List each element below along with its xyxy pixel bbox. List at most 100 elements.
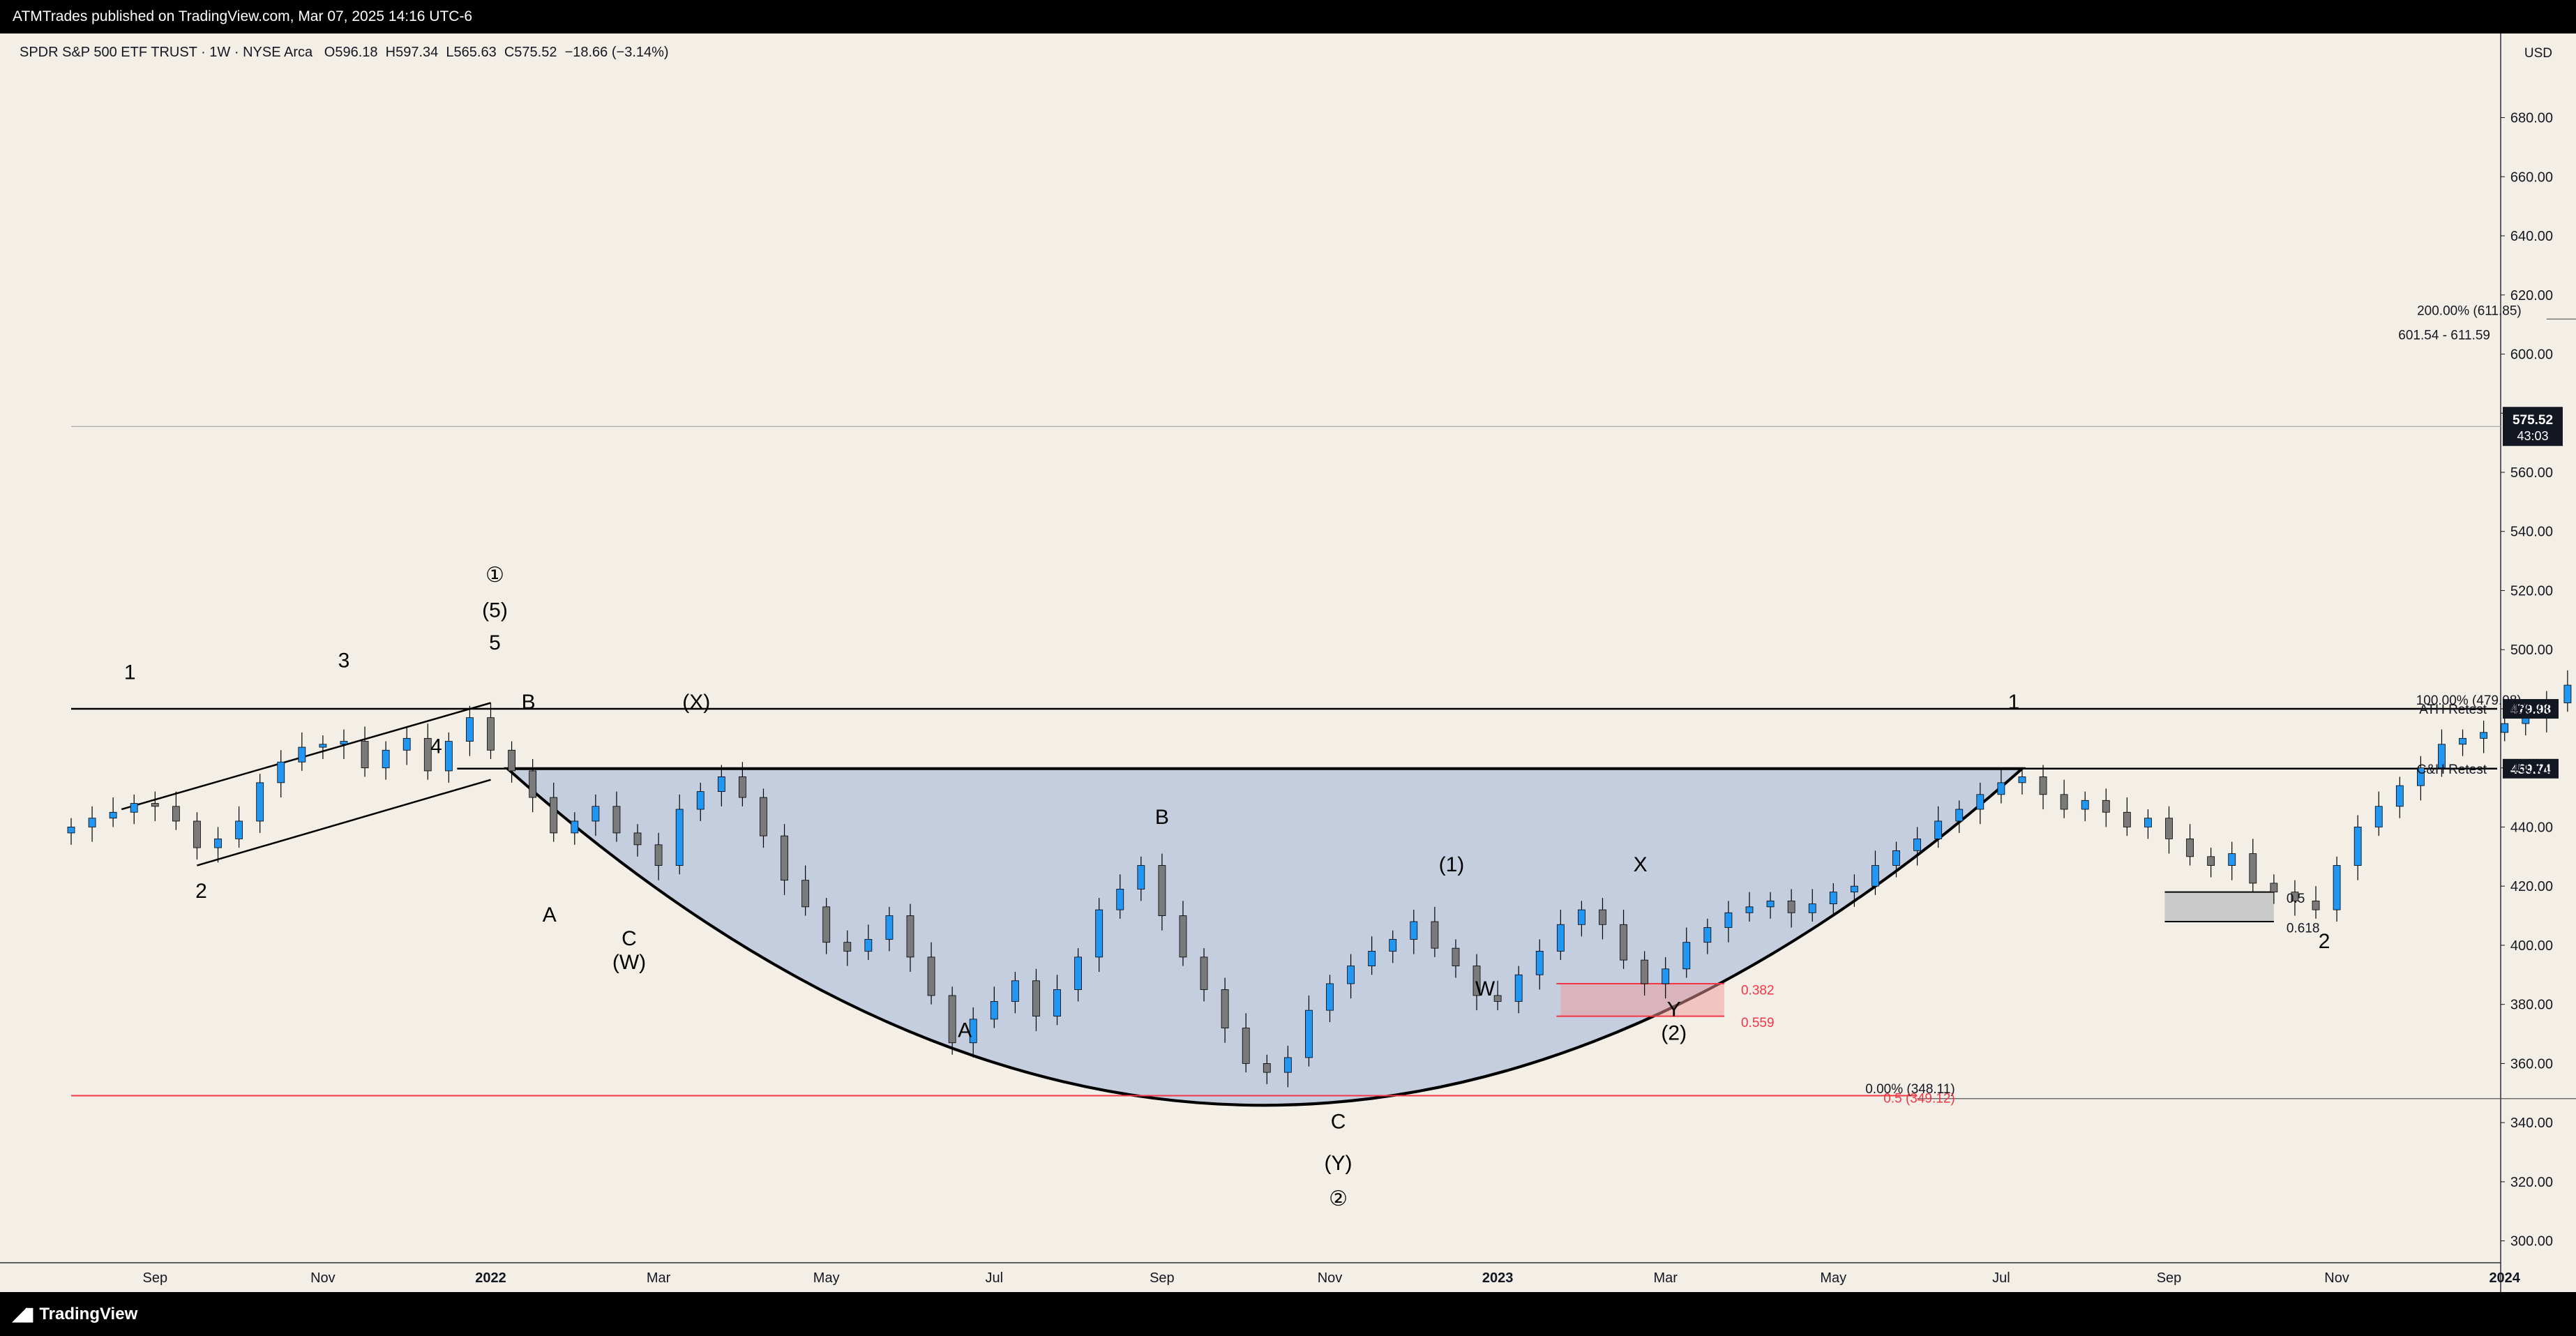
y-tick-label-10: 500.00: [2510, 643, 2553, 658]
candle-body: [2291, 892, 2299, 901]
candle-body: [402, 737, 411, 751]
candle-body: [1116, 889, 1124, 910]
y-tick-label-1: 320.00: [2510, 1175, 2553, 1190]
wave-label-17: (1): [1439, 853, 1465, 876]
candle-body: [843, 942, 852, 952]
candle-body: [466, 717, 474, 742]
candle-body: [1347, 966, 1355, 984]
channel-upper-line: [121, 702, 491, 811]
candle-body: [2018, 776, 2026, 783]
ohlc-open: O596.18: [324, 45, 378, 60]
wave-label-2: 3: [338, 650, 350, 673]
candle-body: [885, 915, 894, 940]
wave-label-6: ①: [485, 564, 504, 587]
retrace-label-5: 0.559: [1741, 1016, 1775, 1030]
candle-body: [1263, 1063, 1271, 1073]
candle-body: [1011, 980, 1019, 1002]
candle-body: [151, 803, 159, 807]
candle-body: [1074, 956, 1082, 990]
y-tick-label-2: 340.00: [2510, 1116, 2553, 1131]
candle-body: [130, 803, 138, 813]
candle-body: [969, 1019, 977, 1044]
candle-body: [1703, 927, 1712, 943]
x-tick-label-9: Mar: [1653, 1270, 1678, 1286]
wave-label-4: 5: [489, 631, 501, 654]
candle-body: [88, 818, 96, 827]
candle-body: [508, 749, 515, 772]
fib-label-0: 200.00% (611.85): [2417, 303, 2522, 318]
price-line-label-1: C&H Retest: [2417, 763, 2487, 777]
candle-body: [1745, 906, 1754, 913]
y-tick-label-5: 400.00: [2510, 938, 2553, 954]
y-tick-label-16: 620.00: [2510, 288, 2553, 303]
candle-body: [277, 761, 285, 783]
candle-body: [1787, 900, 1795, 913]
candle-body: [1493, 995, 1502, 1002]
price-line-label-0: ATH Retest: [2419, 703, 2487, 717]
candle-body: [2165, 818, 2173, 839]
price-line-tag-text-1: 459.74: [2510, 763, 2552, 777]
candle-body: [1032, 980, 1040, 1017]
wave-label-13: A: [958, 1019, 972, 1042]
candle-body: [1620, 924, 1627, 961]
y-tick-label-15: 600.00: [2510, 347, 2553, 363]
y-tick-label-17: 640.00: [2510, 229, 2553, 244]
candle-body: [550, 797, 558, 834]
candle-body: [1368, 951, 1376, 966]
ohlc-high: H597.34: [385, 45, 439, 60]
x-tick-label-13: Nov: [2324, 1270, 2349, 1286]
fib-label-2: 0.00% (348.11): [1865, 1082, 1955, 1097]
wave-label-18: X: [1634, 853, 1648, 876]
candle-body: [654, 844, 663, 866]
wave-label-0: 1: [124, 661, 136, 684]
candle-body: [214, 838, 222, 848]
candle-body: [1535, 951, 1544, 975]
candle-body: [1871, 865, 1879, 887]
candle-body: [1221, 989, 1229, 1028]
candle-body: [2438, 744, 2446, 769]
candle-body: [2395, 785, 2404, 807]
price-axis-panel[interactable]: [2501, 33, 2576, 1292]
wave-label-15: (Y): [1325, 1152, 1353, 1175]
channel-lower-line: [197, 779, 491, 866]
tradingview-logo[interactable]: ◢▮ TradingView: [13, 1303, 137, 1325]
candle-body: [1641, 959, 1649, 984]
candle-body: [2081, 800, 2089, 810]
candle-body: [2459, 737, 2466, 745]
footer-bar: ◢▮ TradingView: [0, 1292, 2576, 1336]
y-tick-label-8: 460.00: [2510, 761, 2553, 776]
x-tick-label-11: Jul: [1992, 1270, 2010, 1286]
candle-body: [801, 880, 810, 908]
price-line-tag-1: [2503, 758, 2559, 779]
tradingview-logo-icon: ◢▮: [13, 1303, 34, 1324]
candle-body: [1724, 912, 1733, 928]
price-line-tag-0: [2503, 699, 2559, 719]
candle-body: [1410, 921, 1418, 940]
candle-body: [2228, 853, 2236, 866]
candle-body: [109, 811, 117, 819]
chart-area[interactable]: 601.54 - 611.59 200.00% (611.85) 100.00% (…: [0, 33, 2576, 1292]
currency-label[interactable]: USD: [2524, 46, 2552, 61]
y-tick-label-4: 380.00: [2510, 998, 2553, 1013]
price-chart[interactable]: 601.54 - 611.59 200.00% (611.85) 100.00% (…: [0, 33, 2576, 1292]
wave-label-19: W: [1475, 977, 1496, 1000]
candle-body: [2039, 776, 2047, 795]
candle-body: [2374, 806, 2383, 827]
wave-label-8: (X): [682, 691, 710, 714]
candle-body: [2416, 767, 2425, 786]
candle-body: [1766, 900, 1775, 908]
wave-label-14: C: [1331, 1111, 1346, 1134]
wave-label-20: Y: [1667, 998, 1681, 1021]
candle-body: [717, 776, 725, 792]
x-tick-label-4: May: [813, 1270, 840, 1286]
wave-label-16: ②: [1329, 1187, 1348, 1210]
candle-body: [235, 820, 243, 839]
candle-body: [319, 744, 327, 748]
candle-body: [612, 806, 621, 834]
candle-body: [1326, 983, 1334, 1011]
last-price-tag: [2503, 407, 2563, 446]
x-tick-label-3: Mar: [647, 1270, 671, 1286]
candle-body: [361, 741, 369, 769]
candle-body: [382, 749, 390, 769]
candle-body: [2207, 856, 2215, 866]
